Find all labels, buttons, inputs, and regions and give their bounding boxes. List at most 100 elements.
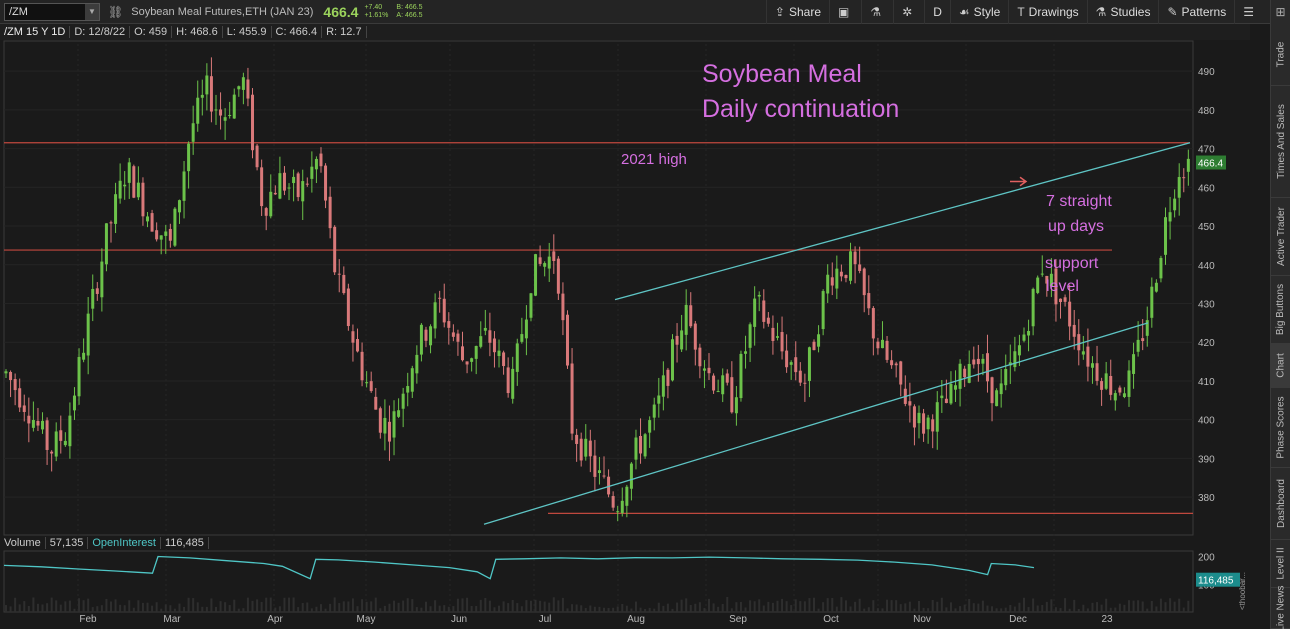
info-close: C: 466.4: [272, 26, 323, 38]
volume-bar: [808, 598, 811, 612]
candle-body: [356, 339, 360, 352]
volume-bar: [662, 605, 665, 612]
x-tick-label: Apr: [267, 614, 283, 625]
candle-body: [803, 382, 807, 384]
y-tick-label: 440: [1198, 261, 1215, 272]
patterns-button[interactable]: ✎ Patterns: [1158, 0, 1234, 24]
volume-bar: [534, 599, 537, 612]
volume-bar: [424, 601, 427, 612]
sidebar-tab-active-trader[interactable]: Active Trader: [1271, 198, 1290, 276]
candle-body: [342, 274, 346, 294]
menu-button[interactable]: ☰: [1234, 0, 1266, 24]
candle-body: [524, 319, 528, 339]
candle-body: [127, 162, 131, 183]
volume-bar: [762, 605, 765, 612]
volume-pane-border: [3, 550, 1194, 613]
volume-bar: [132, 607, 135, 612]
candle-body: [894, 363, 898, 366]
share-button[interactable]: ⇪ Share: [765, 0, 829, 24]
price-chart[interactable]: 380 390 400 410 420 430 440 450 460 470 480 490 466.…: [0, 0, 1250, 629]
volume-bar: [173, 608, 176, 612]
candle-body: [730, 377, 734, 413]
volume-bar: [1073, 599, 1076, 612]
volume-bar: [338, 603, 341, 612]
volume-bar: [520, 606, 523, 612]
candle-body: [1072, 324, 1076, 337]
candle-body: [985, 353, 989, 382]
volume-bar: [849, 606, 852, 612]
sidebar-tab-level-ii[interactable]: Level II: [1271, 540, 1290, 588]
style-button[interactable]: ☙ Style: [949, 0, 1008, 24]
symbol-dropdown-icon[interactable]: ▼: [85, 3, 99, 20]
candle-body: [269, 191, 273, 217]
period-button[interactable]: D: [924, 0, 950, 24]
link-icon[interactable]: ⛓: [108, 4, 124, 19]
y-tick-label: 400: [1198, 416, 1215, 427]
candle-body: [1031, 288, 1035, 327]
candle-body: [775, 336, 779, 338]
candle-body: [27, 415, 31, 424]
volume-bar: [589, 605, 592, 612]
settings-button[interactable]: ✲: [893, 0, 924, 24]
drawings-label: Drawings: [1028, 5, 1079, 19]
studies-button[interactable]: ⚗ Studies: [1086, 0, 1159, 24]
volume-bar: [347, 601, 350, 612]
volume-bar: [402, 600, 405, 612]
candle-body: [908, 401, 912, 406]
candle-body: [1068, 301, 1072, 327]
straight-days-line1: 7 straight: [1046, 193, 1112, 210]
volume-bar: [1036, 605, 1039, 612]
volume-bar: [456, 598, 459, 612]
volume-bar: [776, 600, 779, 612]
volume-bar: [616, 606, 619, 612]
volume-bar: [438, 605, 441, 612]
candle-body: [146, 216, 150, 222]
sidebar-tab-phase-scores[interactable]: Phase Scores: [1271, 388, 1290, 468]
volume-bar: [78, 598, 81, 612]
candle-body: [652, 404, 656, 418]
volume-bar: [781, 598, 784, 612]
x-tick-label: Feb: [79, 614, 97, 625]
sidebar-tab-dashboard[interactable]: Dashboard: [1271, 468, 1290, 540]
candle-body: [54, 431, 58, 457]
candle-body: [858, 264, 862, 271]
volume-bar: [557, 600, 560, 612]
candle-body: [794, 357, 798, 373]
flask-button[interactable]: ⚗: [861, 0, 893, 24]
volume-bar: [55, 600, 58, 612]
volume-bar: [689, 604, 692, 612]
symbol-input[interactable]: /ZM ▼: [4, 2, 100, 21]
candle-body: [319, 153, 323, 167]
drawings-button[interactable]: T Drawings: [1008, 0, 1086, 24]
volume-bar: [87, 598, 90, 612]
snapshot-button[interactable]: ▣: [829, 0, 861, 24]
candle-body: [849, 251, 853, 281]
sidebar-tab-live-news[interactable]: Live News: [1271, 585, 1290, 629]
volume-bar: [995, 608, 998, 612]
volume-bar: [749, 600, 752, 612]
sidebar-tab-trade[interactable]: Trade: [1271, 24, 1290, 86]
candle-body: [643, 434, 647, 457]
drawings-icon: T: [1017, 5, 1025, 19]
price-change: +7.40 +1.61%: [364, 4, 388, 20]
volume-bar: [625, 605, 628, 612]
volume-bar: [790, 605, 793, 612]
sidebar-tab-chart[interactable]: Chart: [1271, 344, 1290, 388]
candle-body: [1104, 373, 1108, 389]
x-tick-label: Mar: [163, 614, 181, 625]
sidebar-tab-times-and-sales[interactable]: Times And Sales: [1271, 86, 1290, 198]
sidebar-tab-big-buttons[interactable]: Big Buttons: [1271, 276, 1290, 344]
volume-bar: [461, 598, 464, 612]
sidebar-corner-button[interactable]: ⊞: [1270, 0, 1290, 24]
volume-bar: [265, 597, 268, 612]
volume-bar: [854, 601, 857, 612]
candle-body: [629, 463, 633, 489]
volume-bar: [1127, 600, 1130, 612]
candle-body: [1027, 330, 1031, 336]
volume-bar: [169, 605, 172, 612]
volume-bar: [315, 606, 318, 612]
studies-icon: ⚗: [1095, 5, 1107, 19]
volume-bar: [872, 600, 875, 612]
candle-body: [693, 323, 697, 350]
candle-body: [41, 420, 45, 430]
